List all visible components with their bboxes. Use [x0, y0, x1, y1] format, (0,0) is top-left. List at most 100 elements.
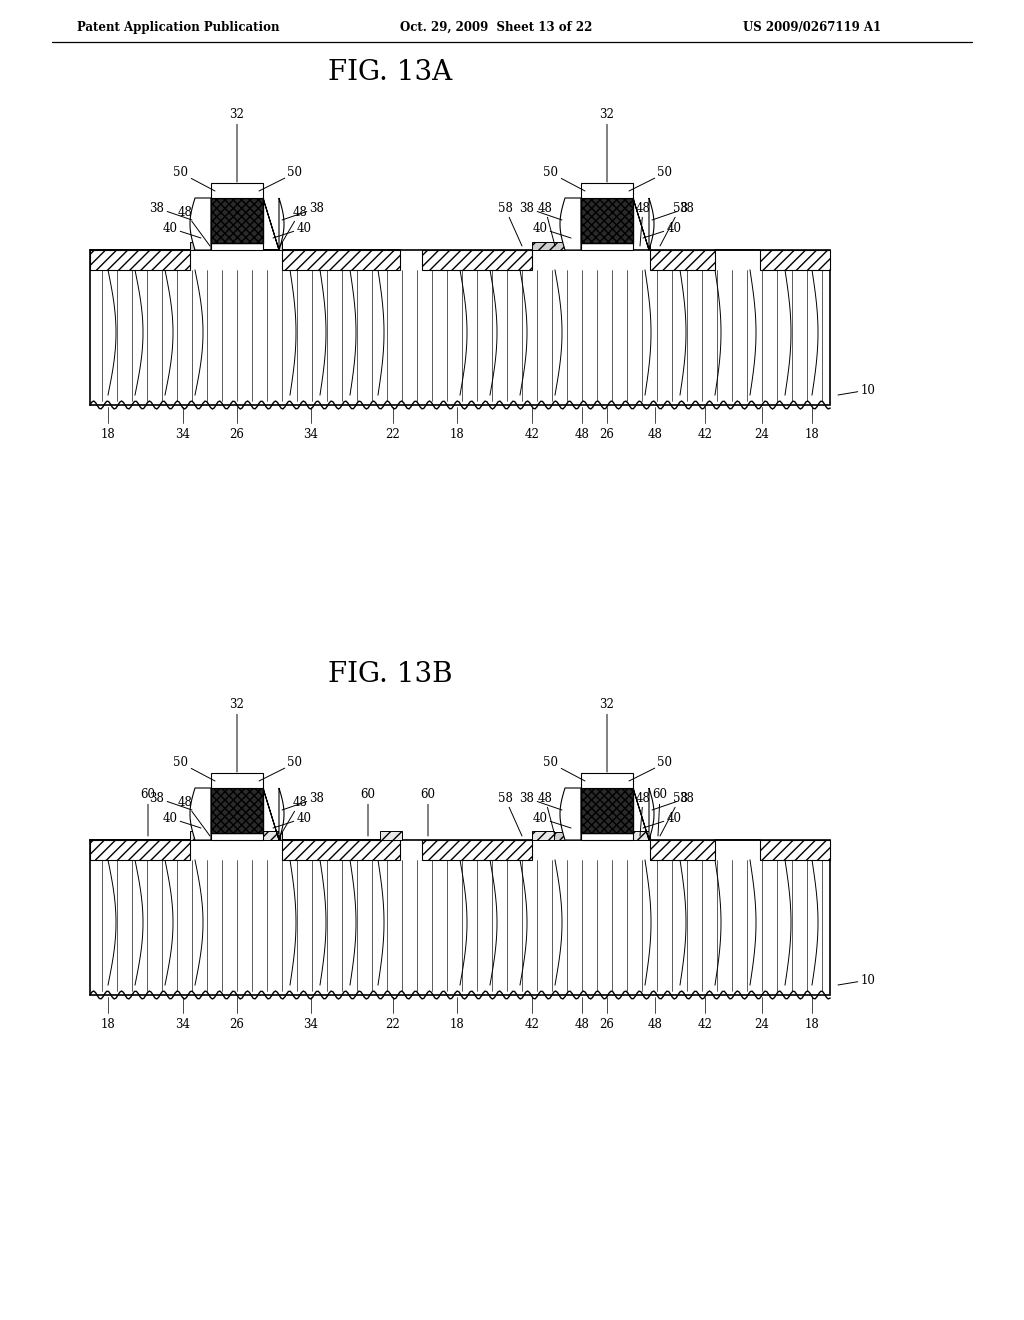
Text: 24: 24 — [755, 429, 769, 441]
Text: 40: 40 — [163, 812, 201, 828]
Bar — [380, 832, 402, 840]
Text: 50: 50 — [173, 756, 215, 781]
Text: 48: 48 — [574, 1019, 590, 1031]
Text: 22: 22 — [386, 429, 400, 441]
Bar — [581, 788, 633, 833]
Bar — [632, 832, 650, 840]
Bar — [190, 832, 195, 840]
Text: 50: 50 — [259, 756, 302, 781]
Text: 10: 10 — [838, 384, 876, 396]
Text: 48: 48 — [636, 792, 650, 836]
Bar — [279, 832, 282, 840]
Text: 42: 42 — [524, 1019, 540, 1031]
Polygon shape — [560, 198, 581, 249]
Bar — [211, 183, 263, 198]
Text: 48: 48 — [574, 429, 590, 441]
Text: 40: 40 — [532, 812, 571, 828]
Bar — [190, 832, 280, 840]
Text: 50: 50 — [544, 166, 585, 191]
Polygon shape — [190, 198, 211, 249]
Bar — [282, 840, 400, 861]
Bar — [90, 249, 190, 271]
Text: 60: 60 — [140, 788, 156, 836]
Text: 40: 40 — [643, 222, 682, 238]
Text: 18: 18 — [805, 429, 819, 441]
Text: 58: 58 — [660, 202, 687, 246]
Bar — [422, 840, 532, 861]
Text: 50: 50 — [259, 166, 302, 191]
Bar — [90, 840, 190, 861]
Bar — [211, 833, 263, 840]
Bar — [581, 774, 633, 788]
Text: 18: 18 — [100, 429, 116, 441]
Text: 38: 38 — [150, 792, 193, 810]
Text: 18: 18 — [450, 1019, 464, 1031]
Text: 24: 24 — [755, 1019, 769, 1031]
Bar — [650, 840, 715, 861]
Text: 48: 48 — [177, 206, 210, 246]
Bar — [650, 249, 715, 271]
Bar — [532, 832, 565, 840]
Text: 40: 40 — [643, 812, 682, 828]
Text: 40: 40 — [273, 812, 311, 828]
Text: 48: 48 — [636, 202, 650, 246]
Bar — [211, 788, 263, 833]
Text: 48: 48 — [647, 1019, 663, 1031]
Text: 48: 48 — [177, 796, 210, 836]
Text: 38: 38 — [652, 792, 694, 810]
Text: 26: 26 — [600, 429, 614, 441]
Text: 38: 38 — [150, 202, 193, 220]
Text: 40: 40 — [163, 222, 201, 238]
Text: 38: 38 — [652, 202, 694, 220]
Polygon shape — [263, 788, 284, 840]
Text: 40: 40 — [273, 222, 311, 238]
Text: 38: 38 — [519, 792, 562, 810]
Text: 48: 48 — [647, 429, 663, 441]
Polygon shape — [633, 198, 654, 249]
Bar — [760, 840, 830, 861]
Bar — [581, 198, 633, 243]
Text: 18: 18 — [100, 1019, 116, 1031]
Text: 42: 42 — [697, 1019, 713, 1031]
Text: 34: 34 — [303, 429, 318, 441]
Bar — [532, 242, 565, 249]
Text: 48: 48 — [280, 796, 307, 836]
Polygon shape — [263, 198, 284, 249]
Text: 50: 50 — [173, 166, 215, 191]
Bar — [211, 774, 263, 788]
Text: 32: 32 — [600, 108, 614, 182]
Bar — [211, 243, 263, 249]
Text: 48: 48 — [280, 206, 307, 246]
Text: 38: 38 — [282, 792, 325, 810]
Bar — [581, 183, 633, 198]
Text: 34: 34 — [303, 1019, 318, 1031]
Text: 32: 32 — [600, 698, 614, 772]
Bar — [581, 243, 633, 249]
Bar — [211, 198, 263, 243]
Text: 58: 58 — [660, 792, 687, 836]
Polygon shape — [633, 788, 654, 840]
Bar — [90, 840, 830, 995]
Text: 42: 42 — [524, 429, 540, 441]
Text: 50: 50 — [629, 166, 673, 191]
Text: 18: 18 — [805, 1019, 819, 1031]
Text: 34: 34 — [175, 1019, 190, 1031]
Text: 10: 10 — [838, 974, 876, 986]
Text: 42: 42 — [697, 429, 713, 441]
Text: US 2009/0267119 A1: US 2009/0267119 A1 — [743, 21, 881, 33]
Text: 48: 48 — [538, 202, 555, 246]
Text: 58: 58 — [498, 792, 522, 836]
Text: 26: 26 — [600, 1019, 614, 1031]
Polygon shape — [190, 788, 211, 840]
Text: 50: 50 — [544, 756, 585, 781]
Text: 26: 26 — [229, 1019, 245, 1031]
Text: 48: 48 — [538, 792, 555, 836]
Polygon shape — [560, 788, 581, 840]
Text: 58: 58 — [498, 202, 522, 246]
Bar — [282, 249, 400, 271]
Bar — [190, 242, 195, 249]
Text: 34: 34 — [175, 429, 190, 441]
Bar — [279, 242, 282, 249]
Bar — [90, 249, 830, 405]
Text: 60: 60 — [652, 788, 668, 836]
